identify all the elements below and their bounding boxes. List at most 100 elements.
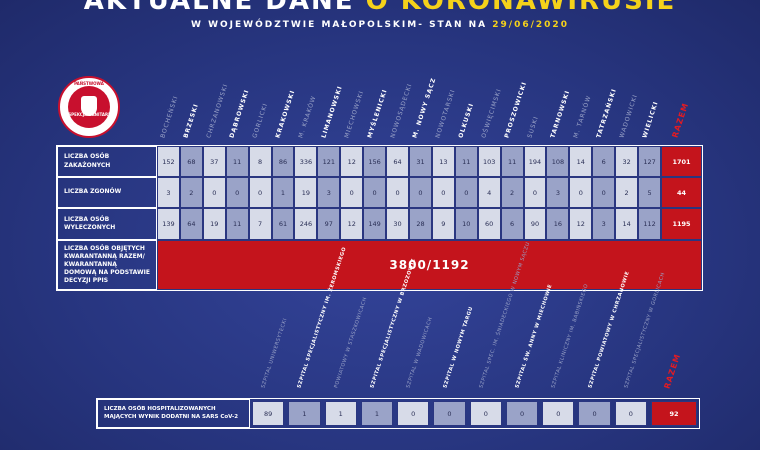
data-cell: 14: [569, 146, 593, 177]
total-header: RAZEM: [669, 101, 690, 139]
data-cell: 0: [542, 401, 575, 426]
logo-bottom: INSPEKCJA SANITARNA: [63, 112, 115, 117]
date: 29/06/2020: [492, 20, 569, 30]
data-cell: 0: [202, 177, 226, 208]
data-cell: 0: [386, 177, 409, 208]
data-cell: 61: [271, 208, 295, 240]
data-cell: 0: [340, 177, 364, 208]
data-cell: 0: [433, 401, 466, 426]
column-header: NOWOTARSKI: [434, 88, 458, 139]
data-cell: 1: [271, 177, 295, 208]
table-frame: [56, 145, 703, 291]
data-cell: 108: [546, 146, 570, 177]
subtitle: W WOJEWÓDZTWIE MAŁOPOLSKIM- STAN NA 29/0…: [0, 20, 760, 30]
data-cell: 0: [569, 177, 593, 208]
data-cell: 0: [454, 177, 478, 208]
data-cell: 0: [248, 177, 272, 208]
total-cell: 1701: [661, 146, 702, 177]
data-cell: 19: [202, 208, 226, 240]
data-cell: 7: [248, 208, 272, 240]
column-header: SZPITAL W NOWYM TARGU: [441, 305, 474, 389]
data-cell: 6: [592, 146, 616, 177]
data-cell: 14: [615, 208, 639, 240]
column-header: WIELICKI: [640, 100, 660, 139]
data-cell: 149: [363, 208, 387, 240]
row-label: LICZBA OSÓB OBJĘTYCH KWARANTANNĄ RAZEM/ …: [57, 240, 157, 290]
column-header: PROSZOWICKI: [503, 80, 529, 139]
data-cell: 3: [157, 177, 180, 208]
data-cell: 0: [225, 177, 249, 208]
data-cell: 194: [523, 146, 547, 177]
data-cell: 89: [252, 401, 285, 426]
title-main: AKTUALNE DANE: [83, 0, 355, 16]
column-header: M. TARNÓW: [572, 94, 593, 139]
total-cell: 1195: [661, 208, 702, 240]
data-cell: 0: [469, 401, 502, 426]
column-header: WADOWICKI: [617, 93, 639, 139]
hospital-frame: [96, 398, 700, 429]
data-cell: 0: [431, 177, 455, 208]
data-cell: 127: [638, 146, 661, 177]
data-cell: 156: [363, 146, 387, 177]
data-cell: 0: [578, 401, 611, 426]
column-header: CHRZANOWSKI: [205, 82, 230, 139]
row-label: LICZBA ZGONÓW: [57, 177, 157, 208]
data-cell: 112: [638, 208, 661, 240]
column-header: MIECHOWSKI: [343, 89, 366, 139]
data-cell: 64: [179, 208, 203, 240]
data-cell: 103: [477, 146, 501, 177]
data-cell: 0: [397, 401, 430, 426]
data-cell: 86: [271, 146, 295, 177]
data-cell: 0: [505, 401, 539, 426]
column-header: BRZESKI: [182, 102, 201, 139]
column-header: POWIATOWY W STASZKOWICACH: [332, 296, 369, 389]
column-header: NOWOSĄDECKI: [388, 82, 414, 139]
row-label: LICZBA OSÓB HOSPITALIZOWANYCH MAJĄCYCH W…: [97, 399, 250, 428]
data-cell: 5: [638, 177, 661, 208]
data-cell: 11: [225, 146, 249, 177]
data-cell: 2: [615, 177, 639, 208]
column-header: BOCHEŃSKI: [159, 94, 181, 139]
data-cell: 64: [386, 146, 409, 177]
title-accent: O KORONAWIRUSIE: [365, 0, 677, 16]
logo: PAŃSTWOWA INSPEKCJA SANITARNA: [58, 76, 120, 138]
data-cell: 121: [317, 146, 341, 177]
data-cell: 1: [288, 401, 321, 426]
column-header: GORLICKI: [251, 102, 270, 139]
subtitle-text: W WOJEWÓDZTWIE MAŁOPOLSKIM- STAN NA: [191, 20, 488, 30]
column-header: TATRZAŃSKI: [595, 87, 618, 139]
logo-center: [68, 86, 110, 128]
data-cell: 0: [363, 177, 387, 208]
data-cell: 1: [324, 401, 357, 426]
data-cell: 3: [317, 177, 341, 208]
data-cell: 8: [248, 146, 272, 177]
data-cell: 16: [546, 208, 570, 240]
data-cell: 3: [546, 177, 570, 208]
data-cell: 31: [409, 146, 432, 177]
data-cell: 0: [592, 177, 616, 208]
column-header: SZPITAL UNIWERSYTECKI: [260, 317, 289, 389]
data-cell: 32: [615, 146, 639, 177]
data-cell: 139: [157, 208, 180, 240]
data-cell: 3: [592, 208, 616, 240]
data-cell: 13: [431, 146, 455, 177]
column-header: SZPITAL W WADOWICACH: [405, 316, 435, 389]
logo-eagle: [81, 96, 97, 116]
column-header: LIMANOWSKI: [320, 84, 344, 139]
column-header: OŚWIĘCIMSKI: [480, 87, 504, 139]
data-cell: 2: [179, 177, 203, 208]
data-cell: 246: [294, 208, 318, 240]
column-header: OLKUSKI: [457, 102, 476, 139]
data-cell: 19: [294, 177, 318, 208]
column-header: DĄBROWSKI: [228, 88, 251, 139]
column-header: SZPITAL KLINICZNY IM. BABIŃSKIEGO: [550, 283, 591, 389]
column-header: KRAKOWSKI: [274, 89, 297, 139]
column-header: MYŚLENICKI: [365, 88, 389, 139]
data-cell: 12: [569, 208, 593, 240]
data-cell: 12: [340, 208, 364, 240]
column-header: M. KRAKÓW: [297, 94, 318, 139]
data-cell: 97: [317, 208, 341, 240]
column-header: SZPITAL ŚW. ANNY W MIECHOWIE: [514, 283, 554, 389]
data-cell: 10: [454, 208, 478, 240]
data-cell: 37: [202, 146, 226, 177]
